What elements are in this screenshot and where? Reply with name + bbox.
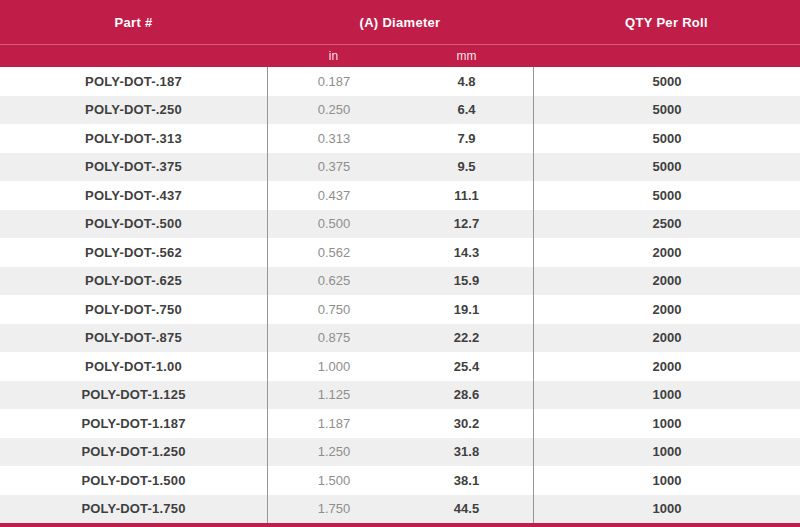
part-number-cell: POLY-DOT-.562 bbox=[0, 238, 267, 267]
diameter-mm-cell: 14.3 bbox=[400, 238, 533, 267]
diameter-in-cell: 0.875 bbox=[267, 324, 400, 353]
part-number-cell: POLY-DOT-.187 bbox=[0, 67, 267, 96]
diameter-mm-cell: 15.9 bbox=[400, 267, 533, 296]
qty-per-roll-cell: 1000 bbox=[533, 495, 800, 524]
diameter-mm-cell: 28.6 bbox=[400, 381, 533, 410]
diameter-in-cell: 1.187 bbox=[267, 409, 400, 438]
table-subheader-row: in mm bbox=[0, 45, 800, 67]
table-header-row: Part # (A) Diameter QTY Per Roll bbox=[0, 0, 800, 44]
diameter-mm-cell: 38.1 bbox=[400, 466, 533, 495]
diameter-in-cell: 1.125 bbox=[267, 381, 400, 410]
diameter-mm-cell: 6.4 bbox=[400, 96, 533, 125]
qty-per-roll-cell: 1000 bbox=[533, 438, 800, 467]
qty-per-roll-cell: 2000 bbox=[533, 295, 800, 324]
diameter-mm-cell: 7.9 bbox=[400, 124, 533, 153]
diameter-mm-cell: 30.2 bbox=[400, 409, 533, 438]
table-row: POLY-DOT-.3130.3137.95000 bbox=[0, 124, 800, 153]
diameter-in-cell: 1.750 bbox=[267, 495, 400, 524]
table-row: POLY-DOT-1.5001.50038.11000 bbox=[0, 466, 800, 495]
part-number-cell: POLY-DOT-1.500 bbox=[0, 466, 267, 495]
column-header-qty-per-roll: QTY Per Roll bbox=[533, 0, 800, 44]
subcolumn-header-millimeters: mm bbox=[400, 45, 533, 67]
bottom-accent-bar bbox=[0, 523, 800, 527]
diameter-in-cell: 0.437 bbox=[267, 181, 400, 210]
part-number-cell: POLY-DOT-.500 bbox=[0, 210, 267, 239]
table-row: POLY-DOT-1.2501.25031.81000 bbox=[0, 438, 800, 467]
table-row: POLY-DOT-.7500.75019.12000 bbox=[0, 295, 800, 324]
diameter-in-cell: 0.187 bbox=[267, 67, 400, 96]
table-row: POLY-DOT-.3750.3759.55000 bbox=[0, 153, 800, 182]
table-row: POLY-DOT-.5000.50012.72500 bbox=[0, 210, 800, 239]
table-row: POLY-DOT-1.1251.12528.61000 bbox=[0, 381, 800, 410]
diameter-in-cell: 1.000 bbox=[267, 352, 400, 381]
diameter-in-cell: 0.375 bbox=[267, 153, 400, 182]
poly-dot-spec-table: Part # (A) Diameter QTY Per Roll in mm P… bbox=[0, 0, 800, 527]
table-row: POLY-DOT-.4370.43711.15000 bbox=[0, 181, 800, 210]
part-number-cell: POLY-DOT-1.187 bbox=[0, 409, 267, 438]
diameter-mm-cell: 11.1 bbox=[400, 181, 533, 210]
qty-per-roll-cell: 5000 bbox=[533, 181, 800, 210]
table-row: POLY-DOT-.8750.87522.22000 bbox=[0, 324, 800, 353]
subheader-spacer bbox=[0, 45, 267, 67]
diameter-in-cell: 1.500 bbox=[267, 466, 400, 495]
table-row: POLY-DOT-1.001.00025.42000 bbox=[0, 352, 800, 381]
qty-per-roll-cell: 5000 bbox=[533, 153, 800, 182]
table-row: POLY-DOT-.6250.62515.92000 bbox=[0, 267, 800, 296]
diameter-mm-cell: 44.5 bbox=[400, 495, 533, 524]
table-row: POLY-DOT-.1870.1874.85000 bbox=[0, 67, 800, 96]
part-number-cell: POLY-DOT-.437 bbox=[0, 181, 267, 210]
qty-per-roll-cell: 1000 bbox=[533, 409, 800, 438]
part-number-cell: POLY-DOT-.750 bbox=[0, 295, 267, 324]
part-number-cell: POLY-DOT-.250 bbox=[0, 96, 267, 125]
column-header-part: Part # bbox=[0, 0, 267, 44]
subheader-spacer bbox=[533, 45, 800, 67]
qty-per-roll-cell: 5000 bbox=[533, 124, 800, 153]
diameter-mm-cell: 22.2 bbox=[400, 324, 533, 353]
part-number-cell: POLY-DOT-.375 bbox=[0, 153, 267, 182]
diameter-in-cell: 1.250 bbox=[267, 438, 400, 467]
diameter-mm-cell: 4.8 bbox=[400, 67, 533, 96]
table-row: POLY-DOT-1.7501.75044.51000 bbox=[0, 495, 800, 524]
diameter-mm-cell: 19.1 bbox=[400, 295, 533, 324]
diameter-in-cell: 0.625 bbox=[267, 267, 400, 296]
diameter-mm-cell: 12.7 bbox=[400, 210, 533, 239]
qty-per-roll-cell: 2500 bbox=[533, 210, 800, 239]
qty-per-roll-cell: 1000 bbox=[533, 381, 800, 410]
part-number-cell: POLY-DOT-.625 bbox=[0, 267, 267, 296]
qty-per-roll-cell: 2000 bbox=[533, 238, 800, 267]
subcolumn-header-inches: in bbox=[267, 45, 400, 67]
diameter-in-cell: 0.250 bbox=[267, 96, 400, 125]
table-row: POLY-DOT-.5620.56214.32000 bbox=[0, 238, 800, 267]
part-number-cell: POLY-DOT-.313 bbox=[0, 124, 267, 153]
part-number-cell: POLY-DOT-.875 bbox=[0, 324, 267, 353]
diameter-in-cell: 0.500 bbox=[267, 210, 400, 239]
diameter-in-cell: 0.313 bbox=[267, 124, 400, 153]
qty-per-roll-cell: 2000 bbox=[533, 352, 800, 381]
diameter-mm-cell: 9.5 bbox=[400, 153, 533, 182]
table-row: POLY-DOT-.2500.2506.45000 bbox=[0, 96, 800, 125]
part-number-cell: POLY-DOT-1.00 bbox=[0, 352, 267, 381]
qty-per-roll-cell: 5000 bbox=[533, 96, 800, 125]
table-row: POLY-DOT-1.1871.18730.21000 bbox=[0, 409, 800, 438]
table-body: POLY-DOT-.1870.1874.85000POLY-DOT-.2500.… bbox=[0, 67, 800, 523]
diameter-mm-cell: 31.8 bbox=[400, 438, 533, 467]
diameter-mm-cell: 25.4 bbox=[400, 352, 533, 381]
qty-per-roll-cell: 2000 bbox=[533, 324, 800, 353]
part-number-cell: POLY-DOT-1.250 bbox=[0, 438, 267, 467]
diameter-in-cell: 0.750 bbox=[267, 295, 400, 324]
part-number-cell: POLY-DOT-1.125 bbox=[0, 381, 267, 410]
part-number-cell: POLY-DOT-1.750 bbox=[0, 495, 267, 524]
qty-per-roll-cell: 2000 bbox=[533, 267, 800, 296]
diameter-in-cell: 0.562 bbox=[267, 238, 400, 267]
column-header-diameter: (A) Diameter bbox=[267, 0, 533, 44]
qty-per-roll-cell: 1000 bbox=[533, 466, 800, 495]
qty-per-roll-cell: 5000 bbox=[533, 67, 800, 96]
